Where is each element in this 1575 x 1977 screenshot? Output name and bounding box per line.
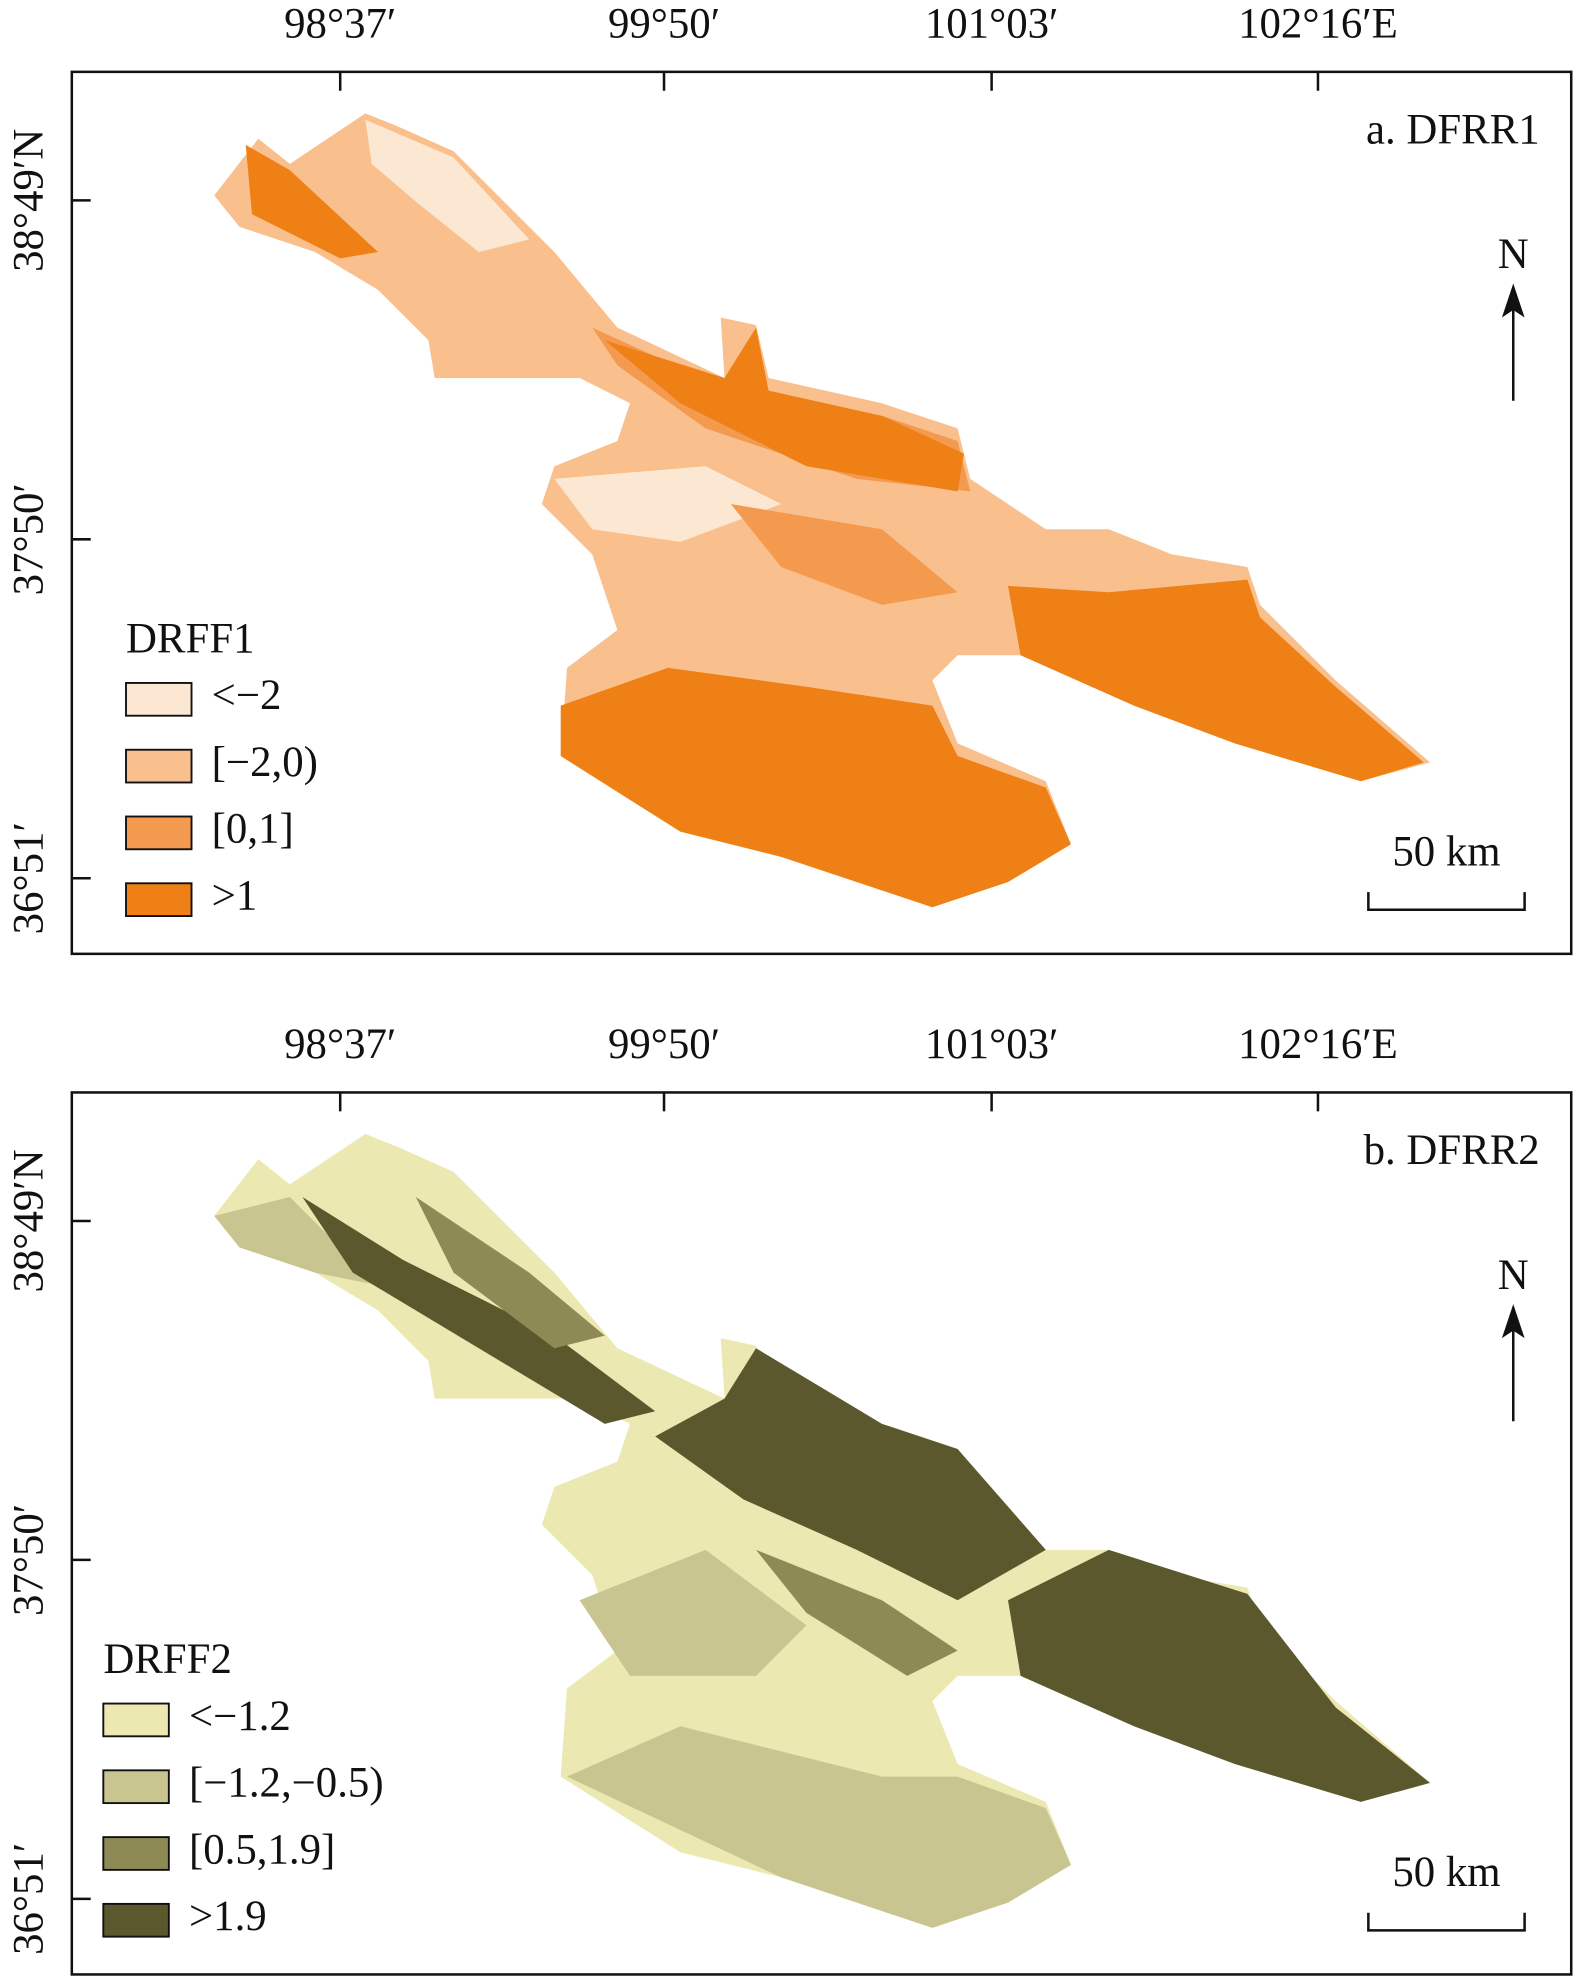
y-tick-label: 38°49′N — [6, 1149, 53, 1292]
region-zone — [302, 1197, 656, 1424]
map-panel: 98°37′ 99°50′ 101°03′ 102°16′E 38°49′N 37°50′… — [6, 1021, 1573, 1976]
region-zone — [655, 1348, 1046, 1601]
region-zone — [1008, 1549, 1431, 1802]
legend-label: >1 — [212, 872, 258, 919]
legend-swatch — [102, 1902, 170, 1938]
legend-label: <−2 — [212, 672, 282, 719]
legend-label: [−2,0) — [212, 739, 318, 786]
legend-swatch — [125, 682, 193, 717]
x-tick-label: 102°16′E — [1238, 1021, 1398, 1068]
north-label: N — [1498, 231, 1529, 278]
legend-label: <−1.2 — [189, 1693, 291, 1740]
x-tick-label: 98°37′ — [284, 1021, 396, 1068]
north-label: N — [1498, 1252, 1529, 1299]
region-zone — [560, 667, 1071, 908]
legend-swatch — [102, 1702, 170, 1738]
x-tick-label: 101°03′ — [925, 1021, 1059, 1068]
y-tick-label: 38°49′N — [6, 129, 53, 272]
study-region — [214, 113, 1431, 908]
legend-label: [−1.2,−0.5) — [189, 1760, 384, 1807]
legend-swatch — [102, 1836, 170, 1871]
region-zone — [365, 119, 530, 253]
north-arrow-head — [1501, 1304, 1525, 1339]
region-zone — [1008, 579, 1424, 782]
legend-swatch — [125, 748, 193, 784]
x-tick-label: 101°03′ — [925, 1, 1059, 48]
map-frame — [70, 1091, 1573, 1976]
panel-title: a. DFRR1 — [1366, 106, 1540, 153]
x-tick-label: 99°50′ — [608, 1, 720, 48]
study-region — [214, 1134, 1431, 1928]
x-tick-label: 99°50′ — [608, 1021, 720, 1068]
legend-swatch — [125, 882, 193, 917]
x-tick-label: 98°37′ — [284, 1, 396, 48]
y-tick-label: 36°51′ — [6, 1843, 53, 1955]
north-arrow-head — [1501, 283, 1525, 318]
scale-label: 50 km — [1392, 828, 1500, 875]
region-zone — [245, 144, 378, 259]
x-tick-label: 102°16′E — [1238, 1, 1398, 48]
legend-label: [0.5,1.9] — [189, 1826, 335, 1873]
scale-bar — [1367, 892, 1526, 912]
region-zone — [567, 1726, 1071, 1928]
scale-bar — [1367, 1912, 1526, 1932]
y-tick-label: 37°50′ — [6, 483, 53, 595]
y-tick-label: 36°51′ — [6, 822, 53, 934]
legend-swatch — [125, 815, 193, 851]
legend-title: DRFF2 — [103, 1636, 232, 1683]
region-zone — [604, 327, 964, 492]
panel-title: b. DFRR2 — [1364, 1127, 1540, 1174]
map-frame — [70, 70, 1573, 956]
scale-label: 50 km — [1392, 1849, 1500, 1896]
region-zone — [214, 1197, 378, 1286]
region-zone — [730, 504, 958, 605]
legend-title: DRFF1 — [126, 615, 255, 662]
region-zone — [579, 1549, 807, 1676]
map-panel: 98°37′ 99°50′ 101°03′ 102°16′E 38°49′N 37°50′… — [6, 1, 1573, 956]
legend-label: [0,1] — [212, 806, 294, 853]
region-zone — [756, 1549, 958, 1676]
region-zone — [415, 1197, 605, 1349]
legend-label: >1.9 — [189, 1893, 267, 1940]
region-zone — [554, 466, 782, 542]
legend-swatch — [102, 1769, 170, 1805]
y-tick-label: 37°50′ — [6, 1504, 53, 1616]
region-base — [214, 113, 1431, 908]
